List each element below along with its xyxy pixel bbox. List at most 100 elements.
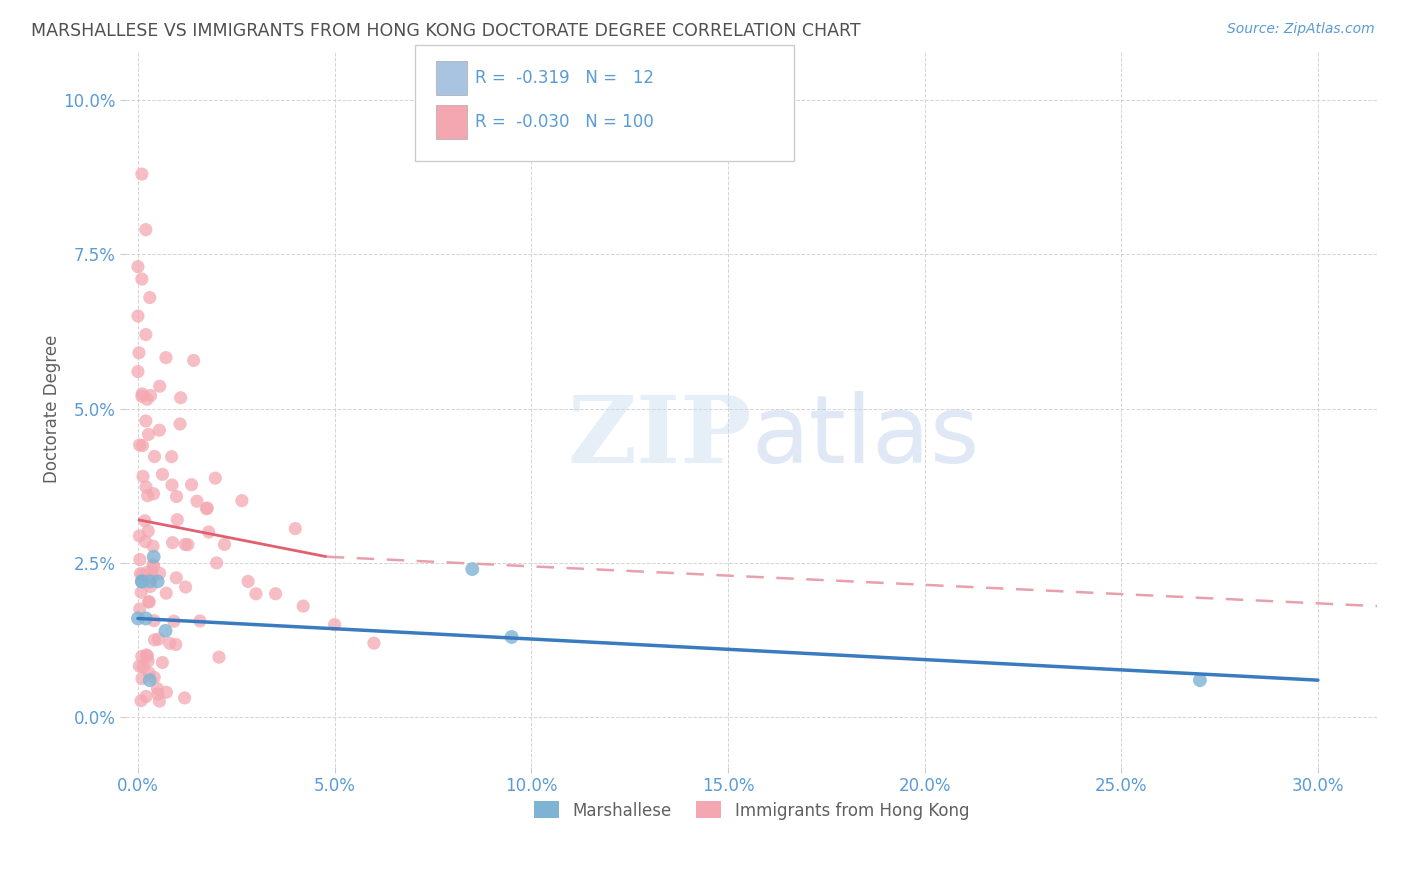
Point <box>142 539 165 553</box>
Point <box>195 501 218 516</box>
Point <box>155 351 177 365</box>
Point <box>135 690 157 704</box>
Point <box>143 632 166 647</box>
Point <box>131 389 153 403</box>
Text: atlas: atlas <box>752 392 980 483</box>
Legend: Marshallese, Immigrants from Hong Kong: Marshallese, Immigrants from Hong Kong <box>527 795 976 826</box>
Point <box>163 614 186 628</box>
Point <box>127 365 149 379</box>
Point <box>143 614 166 628</box>
Point <box>136 392 159 407</box>
Point <box>236 574 259 589</box>
Point <box>142 559 165 574</box>
Point <box>132 469 155 483</box>
Point <box>208 650 231 665</box>
Point <box>128 529 150 543</box>
Point <box>131 167 153 181</box>
Point <box>127 309 149 323</box>
Point <box>131 439 153 453</box>
Point <box>142 486 165 500</box>
Point <box>141 571 163 585</box>
Point <box>205 556 228 570</box>
Point <box>127 611 149 625</box>
Point <box>136 489 159 503</box>
Point <box>139 673 162 688</box>
Point <box>143 450 166 464</box>
Point <box>131 649 153 664</box>
Point <box>173 690 195 705</box>
Text: ZIP: ZIP <box>567 392 752 483</box>
Point <box>188 614 211 628</box>
Point <box>155 685 177 699</box>
Point <box>129 694 152 708</box>
Point <box>128 438 150 452</box>
Point <box>169 391 191 405</box>
Point <box>128 602 150 616</box>
Point <box>136 654 159 668</box>
Point <box>135 480 157 494</box>
Point <box>131 387 153 401</box>
Point <box>136 524 159 538</box>
Point <box>160 478 183 492</box>
Point <box>183 353 205 368</box>
Point <box>148 694 170 708</box>
Point <box>162 535 184 549</box>
Point <box>138 427 160 442</box>
Point <box>129 566 152 581</box>
Point <box>131 574 153 589</box>
Point <box>292 599 315 613</box>
Point <box>186 494 208 508</box>
Point <box>155 624 177 638</box>
Point <box>141 565 163 579</box>
Point <box>139 579 162 593</box>
Point <box>138 595 160 609</box>
Point <box>135 222 157 236</box>
Point <box>152 467 174 482</box>
Point <box>132 660 155 674</box>
Point <box>131 672 153 686</box>
Point <box>245 587 267 601</box>
Point <box>135 566 157 580</box>
Point <box>139 574 162 589</box>
Point <box>135 611 157 625</box>
Point <box>127 260 149 274</box>
Point <box>142 549 165 564</box>
Point <box>177 538 200 552</box>
Point <box>139 291 162 305</box>
Point <box>180 477 202 491</box>
Point <box>128 346 150 360</box>
Point <box>197 524 219 539</box>
Point <box>174 580 197 594</box>
Point <box>131 567 153 582</box>
Point <box>461 562 484 576</box>
Text: Source: ZipAtlas.com: Source: ZipAtlas.com <box>1227 22 1375 37</box>
Point <box>174 537 197 551</box>
Point <box>143 670 166 684</box>
Point <box>148 632 170 647</box>
Y-axis label: Doctorate Degree: Doctorate Degree <box>44 334 60 483</box>
Point <box>129 585 152 599</box>
Point <box>128 659 150 673</box>
Point <box>363 636 385 650</box>
Point <box>204 471 226 485</box>
Point <box>134 514 156 528</box>
Point <box>155 586 177 600</box>
Text: R =  -0.319   N =   12: R = -0.319 N = 12 <box>475 69 654 87</box>
Point <box>165 571 187 585</box>
Point <box>169 417 191 431</box>
Point <box>134 534 156 549</box>
Point <box>501 630 523 644</box>
Point <box>166 513 188 527</box>
Text: MARSHALLESE VS IMMIGRANTS FROM HONG KONG DOCTORATE DEGREE CORRELATION CHART: MARSHALLESE VS IMMIGRANTS FROM HONG KONG… <box>31 22 860 40</box>
Point <box>166 490 188 504</box>
Point <box>323 617 346 632</box>
Point <box>135 414 157 428</box>
Point <box>131 272 153 286</box>
Point <box>138 665 160 680</box>
Point <box>231 493 253 508</box>
Point <box>149 379 172 393</box>
Point <box>142 558 165 572</box>
Text: R =  -0.030   N = 100: R = -0.030 N = 100 <box>475 113 654 131</box>
Point <box>146 687 169 701</box>
Point <box>264 587 287 601</box>
